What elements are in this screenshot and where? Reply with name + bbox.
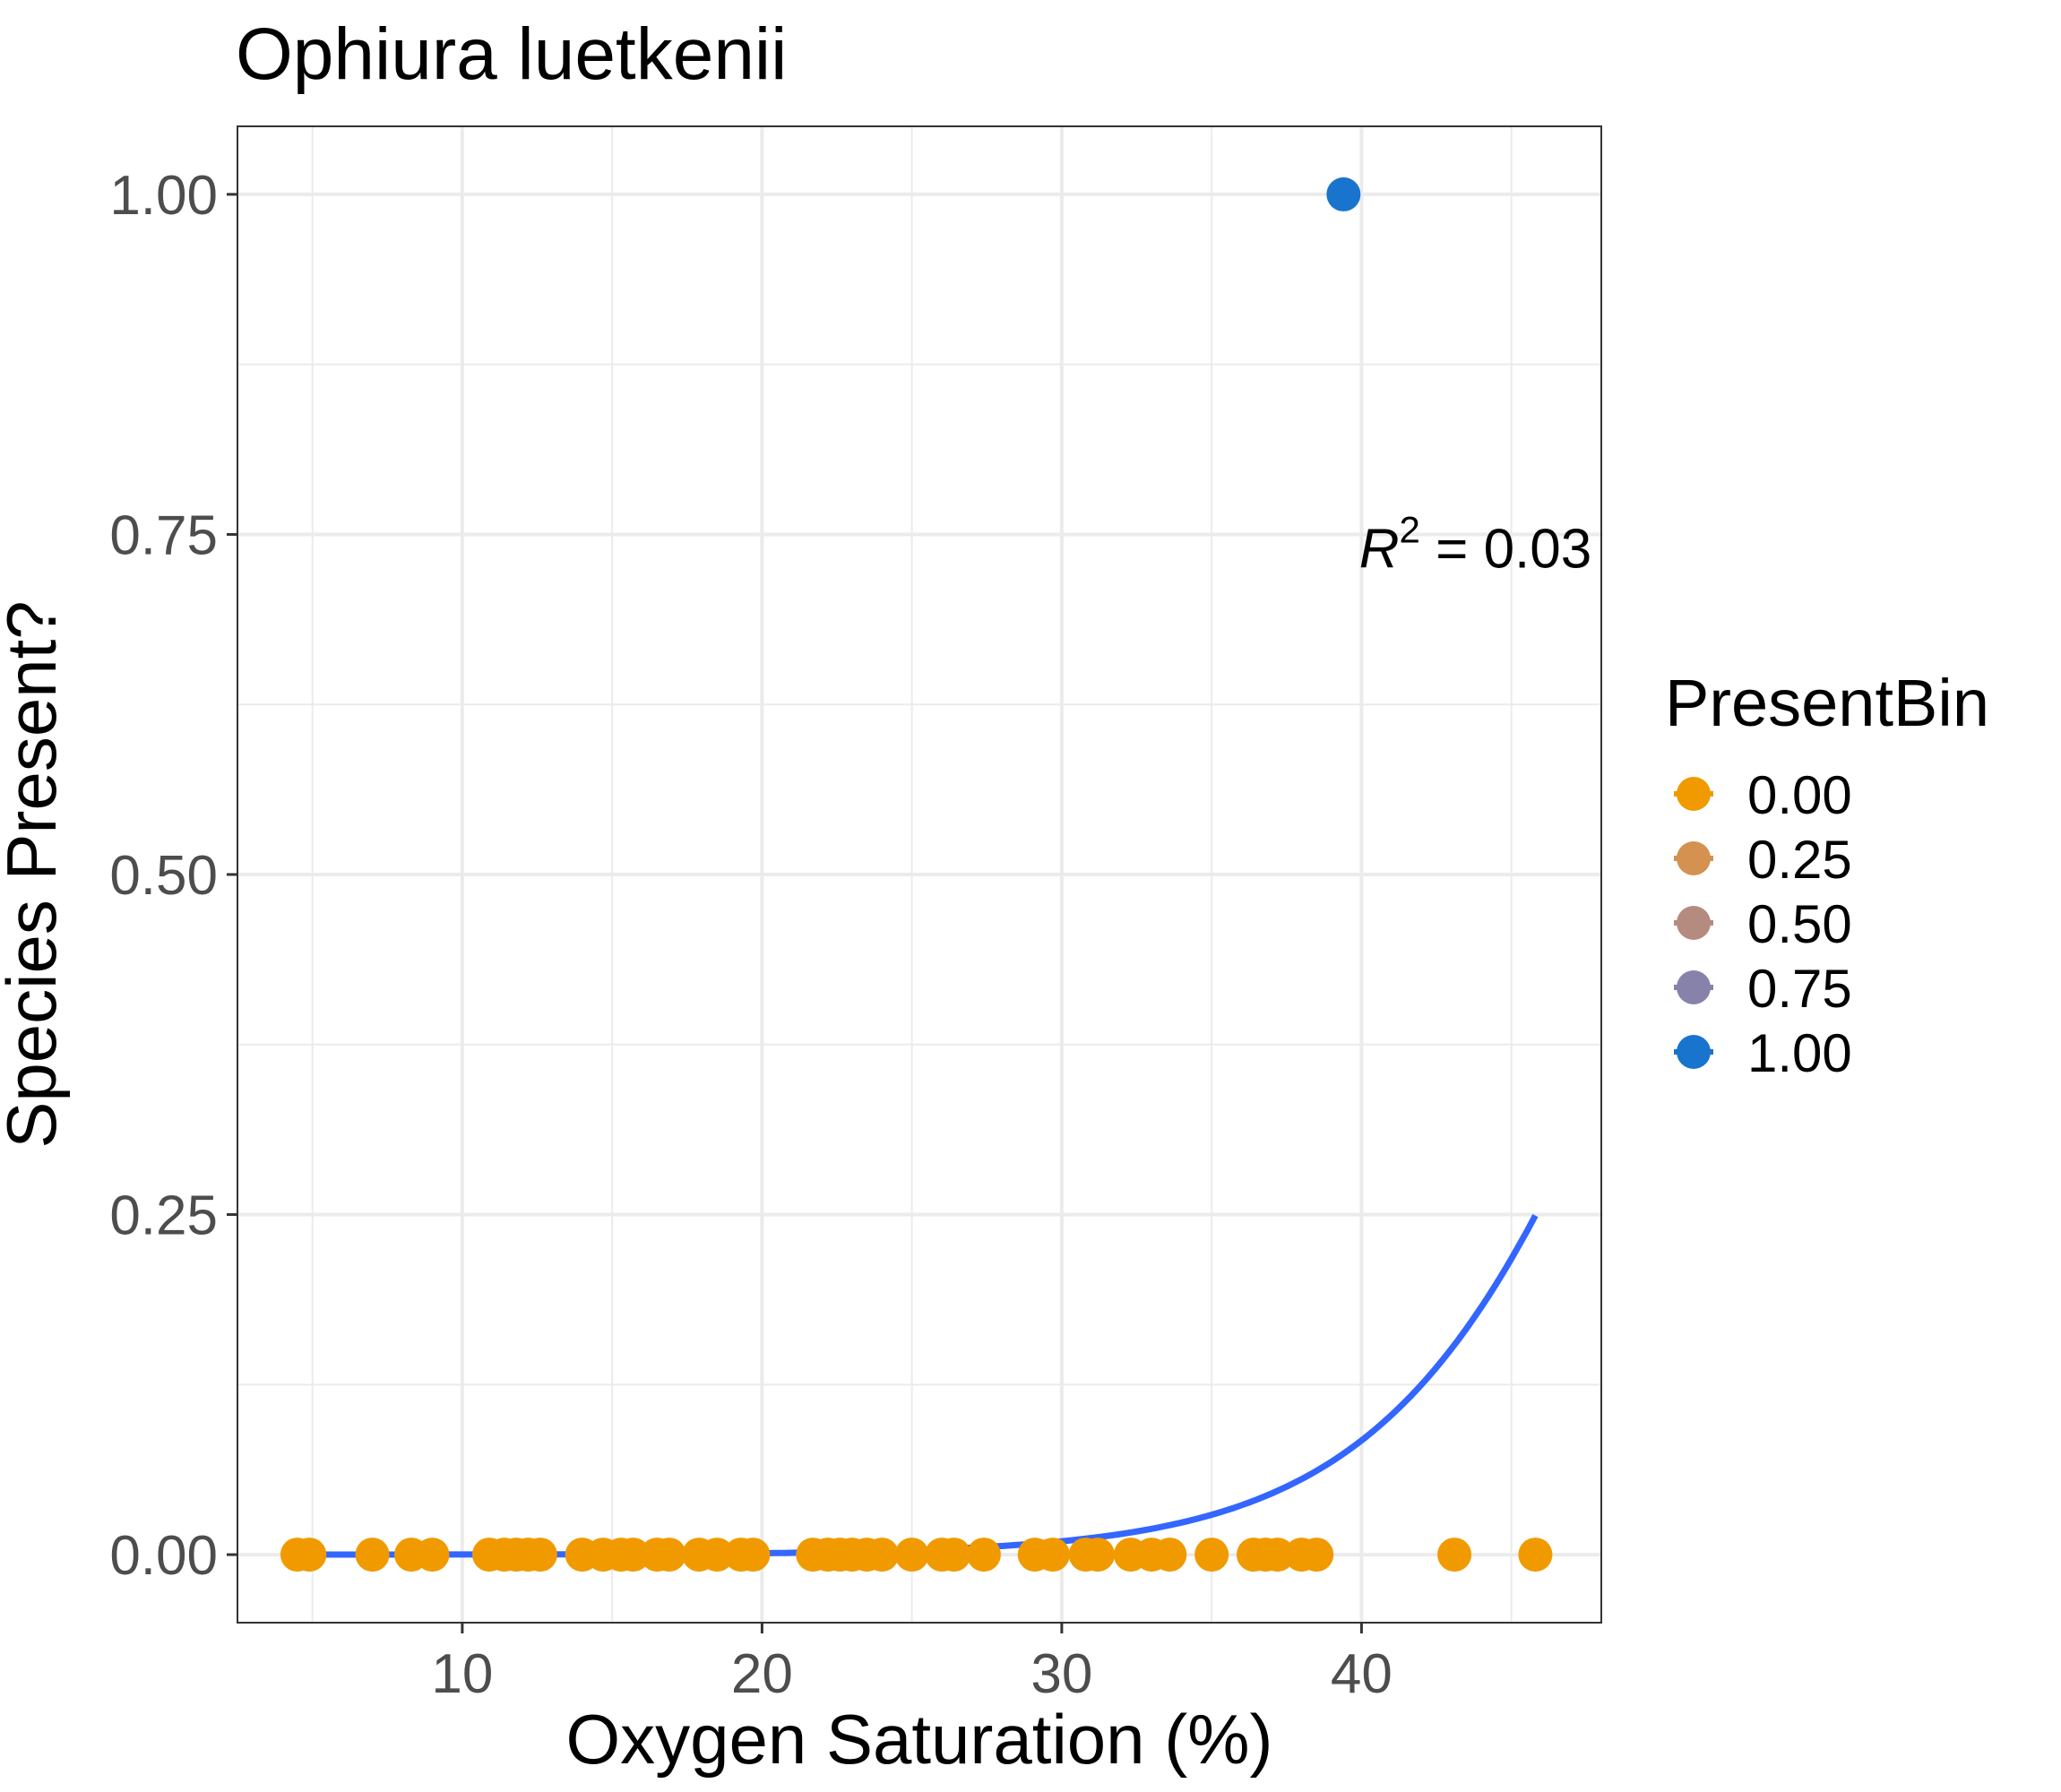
x-tick-label: 30: [1030, 1643, 1092, 1705]
data-point-absent: [355, 1538, 390, 1572]
data-point-absent: [292, 1538, 327, 1572]
chart-title: Ophiura luetkenii: [236, 13, 787, 95]
y-tick-label: 0.00: [109, 1525, 218, 1587]
r2-annotation: R2 = 0.03: [1359, 509, 1591, 581]
data-point-absent: [894, 1538, 929, 1572]
data-point-absent: [415, 1538, 450, 1572]
points-layer: [280, 177, 1553, 1572]
data-point-absent: [1035, 1538, 1070, 1572]
data-point-absent: [865, 1538, 900, 1572]
y-axis: 0.00 0.25 0.50 0.75 1.00: [109, 165, 237, 1587]
legend-key: [1677, 1035, 1711, 1069]
x-axis-label: Oxygen Saturation (%): [565, 1700, 1272, 1779]
x-tick-label: 40: [1331, 1643, 1393, 1705]
legend-key: [1677, 970, 1711, 1004]
y-tick-label: 0.50: [109, 845, 218, 907]
data-point-absent: [936, 1538, 971, 1572]
data-point-absent: [1518, 1538, 1553, 1572]
data-point-absent: [736, 1538, 771, 1572]
data-point-absent: [651, 1538, 686, 1572]
legend-entries: 0.000.250.500.751.00: [1674, 765, 1852, 1083]
data-point-absent: [616, 1538, 651, 1572]
r2-symbol: R: [1359, 519, 1400, 581]
r2-value: = 0.03: [1420, 519, 1591, 581]
legend-key: [1677, 906, 1711, 940]
legend-label: 0.00: [1747, 765, 1852, 825]
data-point-absent: [1437, 1538, 1472, 1572]
r2-superscript: 2: [1400, 509, 1420, 551]
legend-label: 0.75: [1747, 959, 1852, 1019]
legend-title: PresentBin: [1665, 666, 1989, 740]
data-point-absent: [1081, 1538, 1116, 1572]
y-tick-label: 1.00: [109, 165, 218, 227]
legend: PresentBin 0.000.250.500.751.00: [1665, 666, 1989, 1083]
data-point-absent: [522, 1538, 557, 1572]
y-axis-label: Species Present?: [0, 600, 71, 1148]
x-tick-label: 10: [431, 1643, 493, 1705]
x-axis: 10 20 30 40: [431, 1623, 1393, 1705]
y-tick-label: 0.25: [109, 1185, 218, 1247]
data-point-absent: [1299, 1538, 1334, 1572]
legend-key: [1677, 777, 1711, 811]
legend-key: [1677, 841, 1711, 875]
legend-label: 0.50: [1747, 894, 1852, 954]
legend-label: 0.25: [1747, 830, 1852, 890]
x-tick-label: 20: [731, 1643, 793, 1705]
legend-label: 1.00: [1747, 1023, 1852, 1083]
data-point-absent: [966, 1538, 1001, 1572]
data-point-absent: [1194, 1538, 1229, 1572]
y-tick-label: 0.75: [109, 504, 218, 566]
data-point-absent: [1152, 1538, 1187, 1572]
data-point-present: [1326, 177, 1361, 211]
data-point-absent: [1260, 1538, 1295, 1572]
data-point-absent: [700, 1538, 735, 1572]
